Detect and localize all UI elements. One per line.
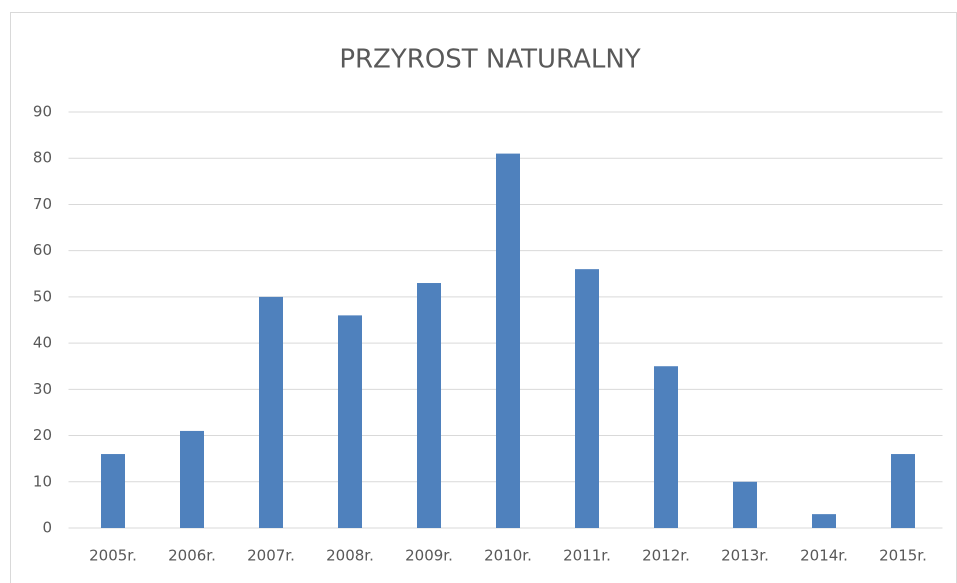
y-tick-label: 80 <box>33 149 52 167</box>
bar <box>812 514 836 528</box>
y-tick-label: 40 <box>33 334 52 352</box>
chart-border <box>10 12 957 583</box>
bar <box>733 481 757 528</box>
y-tick-label: 60 <box>33 241 52 259</box>
x-tick-label: 2015r. <box>879 547 927 565</box>
bar <box>101 454 125 528</box>
x-tick-label: 2014r. <box>800 547 848 565</box>
y-tick-label: 10 <box>33 472 52 490</box>
bar <box>259 296 283 528</box>
y-tick-label: 50 <box>33 287 52 305</box>
x-tick-label: 2013r. <box>721 547 769 565</box>
x-tick-label: 2012r. <box>642 547 690 565</box>
x-tick-label: 2007r. <box>247 547 295 565</box>
y-tick-label: 90 <box>33 103 52 121</box>
x-tick-label: 2010r. <box>484 547 532 565</box>
x-tick-label: 2008r. <box>326 547 374 565</box>
y-tick-label: 20 <box>33 426 52 444</box>
bar <box>496 153 520 528</box>
bar <box>654 366 678 528</box>
x-tick-label: 2011r. <box>563 547 611 565</box>
bar <box>575 269 599 528</box>
bar <box>417 283 441 528</box>
y-tick-label: 0 <box>42 519 52 537</box>
chart-title: PRZYROST NATURALNY <box>339 45 640 75</box>
bar <box>338 315 362 528</box>
x-tick-label: 2009r. <box>405 547 453 565</box>
x-tick-label: 2006r. <box>168 547 216 565</box>
bar <box>180 430 204 528</box>
bar <box>891 454 915 528</box>
y-tick-label: 30 <box>33 380 52 398</box>
y-tick-label: 70 <box>33 195 52 213</box>
x-tick-label: 2005r. <box>89 547 137 565</box>
